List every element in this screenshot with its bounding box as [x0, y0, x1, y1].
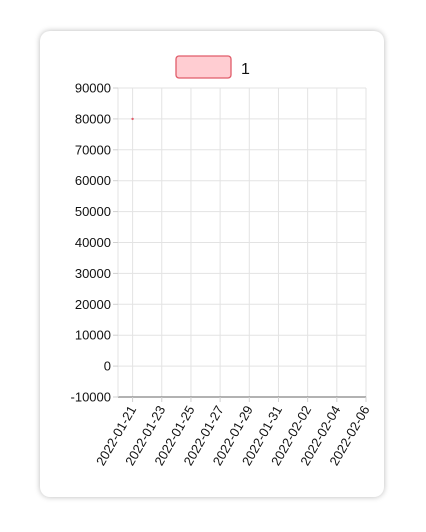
y-tick-label: 10000: [75, 328, 111, 343]
y-tick-label: 50000: [75, 204, 111, 219]
chart-card: 1 90000 80000 70000 60000 50000 40000 30000 200…: [40, 31, 384, 497]
x-axis: 2022-01-212022-01-232022-01-252022-01-27…: [93, 397, 373, 468]
legend-swatch: [175, 55, 232, 79]
y-tick-label: 40000: [75, 235, 111, 250]
chart-svg: 1 90000 80000 70000 60000 50000 40000 30000 200…: [71, 55, 373, 468]
y-tick-label: 80000: [75, 111, 111, 126]
y-axis: 90000 80000 70000 60000 50000 40000 30000 20000…: [71, 81, 118, 405]
y-tick-label: -10000: [71, 390, 111, 405]
y-tick-label: 20000: [75, 297, 111, 312]
grid: [117, 87, 367, 398]
y-tick-label: 0: [104, 359, 111, 374]
data-point: [131, 117, 134, 121]
legend-label: 1: [241, 61, 250, 78]
legend[interactable]: 1: [175, 55, 250, 79]
y-tick-label: 90000: [75, 81, 111, 96]
y-tick-label: 70000: [75, 142, 111, 157]
series-marks: [131, 117, 134, 121]
y-tick-label: 60000: [75, 173, 111, 188]
y-tick-label: 30000: [75, 266, 111, 281]
